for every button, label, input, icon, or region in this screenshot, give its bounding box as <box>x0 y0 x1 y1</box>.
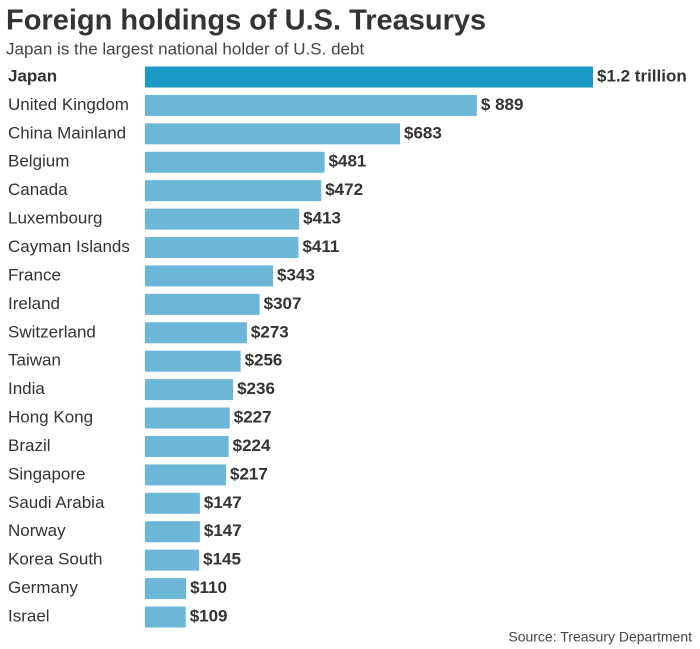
bar <box>145 208 300 230</box>
bar <box>145 180 322 202</box>
bar <box>145 123 400 145</box>
value-label: $147 <box>204 521 242 540</box>
category-label: Switzerland <box>8 322 96 341</box>
category-label: Taiwan <box>8 351 61 370</box>
value-label: $683 <box>404 123 442 142</box>
value-label: $472 <box>325 180 363 199</box>
value-label: $273 <box>251 322 289 341</box>
bar <box>145 350 241 372</box>
category-label: Belgium <box>8 152 69 171</box>
bar <box>145 237 299 259</box>
value-label: $481 <box>329 152 367 171</box>
category-label: Brazil <box>8 436 51 455</box>
value-label: $224 <box>233 436 271 455</box>
chart-title: Foreign holdings of U.S. Treasurys <box>6 5 486 37</box>
category-label: France <box>8 265 61 284</box>
category-label: Luxembourg <box>8 209 103 228</box>
value-label: $217 <box>230 464 268 483</box>
category-label: Saudi Arabia <box>8 493 105 512</box>
category-label: China Mainland <box>8 123 126 142</box>
value-label: $110 <box>190 578 227 597</box>
value-label: $236 <box>237 379 275 398</box>
bar <box>145 379 234 401</box>
bar <box>145 521 200 543</box>
value-label: $145 <box>203 550 241 569</box>
category-label: Canada <box>8 180 68 199</box>
bar <box>145 293 260 315</box>
bar <box>145 606 186 628</box>
value-label: $413 <box>303 209 341 228</box>
value-label: $307 <box>264 294 302 313</box>
category-label: Israel <box>8 606 50 625</box>
bar <box>145 66 593 88</box>
value-label: $256 <box>245 351 283 370</box>
value-label: $109 <box>190 606 228 625</box>
chart-subtitle: Japan is the largest national holder of … <box>6 39 364 58</box>
bar <box>145 549 200 571</box>
bar <box>145 578 187 600</box>
category-label: Singapore <box>8 464 86 483</box>
value-label: $147 <box>204 493 242 512</box>
bar <box>145 265 274 287</box>
category-label: Korea South <box>8 550 103 569</box>
value-label: $227 <box>234 408 272 427</box>
category-label: Japan <box>8 66 57 85</box>
bar <box>145 322 247 344</box>
value-label: $411 <box>302 237 339 256</box>
category-label: Ireland <box>8 294 60 313</box>
category-label: India <box>8 379 45 398</box>
bar <box>145 435 229 457</box>
value-label: $1.2 trillion <box>597 66 687 85</box>
bar <box>145 151 325 173</box>
value-label: $343 <box>277 265 315 284</box>
value-label: $ 889 <box>481 95 524 114</box>
bar <box>145 407 230 429</box>
category-label: Hong Kong <box>8 408 93 427</box>
category-label: Norway <box>8 521 66 540</box>
bar <box>145 94 477 116</box>
category-label: Cayman Islands <box>8 237 130 256</box>
source: Source: Treasury Department <box>508 629 692 645</box>
category-label: United Kingdom <box>8 95 129 114</box>
category-label: Germany <box>8 578 78 597</box>
bar <box>145 464 227 486</box>
bar <box>145 492 200 514</box>
